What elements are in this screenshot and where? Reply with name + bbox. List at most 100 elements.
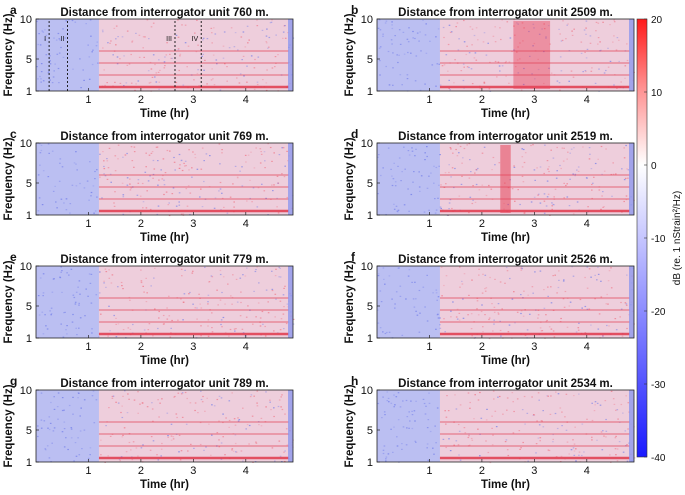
x-tick-label: 3 xyxy=(190,465,196,477)
panel-title: Distance from interrogator unit 2519 m. xyxy=(398,131,613,143)
x-tick-label: 1 xyxy=(85,94,91,106)
annotation-label: I xyxy=(44,36,46,43)
y-tick-label: 5 xyxy=(367,178,373,190)
y-tick-label: 5 xyxy=(26,54,32,66)
panel-g: 1 2 3 4 1 5 10 Time (hr) Frequency (Hz) Distance … xyxy=(3,374,294,491)
edge-strip xyxy=(629,266,634,338)
colorbar-tick-label: -10 xyxy=(651,234,666,245)
y-tick-label: 10 xyxy=(20,14,32,26)
x-tick-label: 1 xyxy=(85,341,91,353)
active-interval xyxy=(439,143,634,215)
harmonic-bands xyxy=(439,174,630,213)
x-tick-label: 2 xyxy=(479,218,485,230)
panel-title: Distance from interrogator unit 789 m. xyxy=(60,378,268,390)
panel-c: 1 2 3 4 1 5 10 Time (hr) Frequency (Hz) Distance … xyxy=(3,127,294,244)
hot-zone xyxy=(513,21,551,89)
x-tick-label: 3 xyxy=(531,465,537,477)
y-tick-label: 1 xyxy=(26,86,32,98)
plot-frame xyxy=(35,142,294,216)
x-tick-label: 4 xyxy=(584,465,590,477)
x-tick-label: 1 xyxy=(426,94,432,106)
plot-frame xyxy=(376,142,635,216)
edge-strip xyxy=(288,390,293,462)
active-interval xyxy=(439,19,634,91)
y-tick-label: 1 xyxy=(367,333,373,345)
panel-e: 1 2 3 4 1 5 10 Time (hr) Frequency (Hz) Distance … xyxy=(3,250,295,367)
panels-layer: 1 2 3 4 1 5 10 Time (hr) Frequency (Hz) Distance … xyxy=(3,3,636,491)
panel-letter: f xyxy=(351,250,356,264)
x-tick-label: 3 xyxy=(531,218,537,230)
x-tick-label: 4 xyxy=(243,218,249,230)
panel-a: 1 2 3 4 1 5 10 Time (hr) Frequency (Hz) Distance … xyxy=(3,3,295,120)
annotation-label: II xyxy=(61,36,65,43)
x-axis-label: Time (hr) xyxy=(481,479,530,491)
y-axis-label: Frequency (Hz) xyxy=(3,384,15,467)
colorbar: 20 10 0 -10 -20 -30 -40 dB (re. 1 nStrain²/Hz) xyxy=(636,15,683,464)
y-axis-label: Frequency (Hz) xyxy=(344,260,356,343)
edge-strip xyxy=(288,143,293,215)
y-tick-label: 5 xyxy=(367,54,373,66)
panel-title: Distance from interrogator unit 760 m. xyxy=(60,7,268,19)
harmonic-bands xyxy=(98,297,289,336)
quiet-interval xyxy=(377,143,440,215)
colorbar-ticks: 20 10 0 -10 -20 -30 -40 xyxy=(644,15,666,464)
y-tick-label: 1 xyxy=(26,333,32,345)
x-tick-label: 2 xyxy=(479,341,485,353)
panel-title: Distance from interrogator unit 2509 m. xyxy=(398,7,613,19)
y-tick-label: 1 xyxy=(367,210,373,222)
x-tick-label: 3 xyxy=(190,94,196,106)
panel-f: 1 2 3 4 1 5 10 Time (hr) Frequency (Hz) Distance … xyxy=(344,250,635,367)
y-tick-label: 10 xyxy=(361,138,373,150)
panel-letter: e xyxy=(10,250,17,264)
y-tick-label: 1 xyxy=(367,457,373,469)
edge-strip xyxy=(288,19,293,91)
y-tick-label: 5 xyxy=(26,178,32,190)
x-tick-label: 1 xyxy=(426,465,432,477)
colorbar-tick-label: 10 xyxy=(651,88,663,99)
panel-title: Distance from interrogator unit 779 m. xyxy=(60,254,268,266)
panel-title: Distance from interrogator unit 769 m. xyxy=(60,131,268,143)
y-axis-label: Frequency (Hz) xyxy=(3,13,15,96)
heatmap-texture xyxy=(36,19,295,92)
annotation-label: IV xyxy=(192,36,199,43)
y-axis-label: Frequency (Hz) xyxy=(344,384,356,467)
x-tick-label: 4 xyxy=(584,341,590,353)
colorbar-label: dB (re. 1 nStrain²/Hz) xyxy=(672,191,683,285)
active-interval xyxy=(98,19,293,91)
colorbar-tick-label: 20 xyxy=(651,15,663,26)
panel-title: Distance from interrogator unit 2534 m. xyxy=(398,378,613,390)
plot-frame xyxy=(35,389,294,463)
y-axis-label: Frequency (Hz) xyxy=(3,260,15,343)
x-tick-label: 2 xyxy=(479,94,485,106)
x-tick-label: 1 xyxy=(426,341,432,353)
x-axis-label: Time (hr) xyxy=(481,108,530,120)
quiet-interval xyxy=(36,390,99,462)
active-interval xyxy=(439,266,634,338)
y-tick-label: 1 xyxy=(26,457,32,469)
active-interval xyxy=(98,266,293,338)
quiet-interval xyxy=(36,266,99,338)
colorbar-tick-label: -40 xyxy=(651,453,666,464)
x-tick-label: 3 xyxy=(190,341,196,353)
quiet-interval xyxy=(377,19,440,91)
x-tick-label: 4 xyxy=(243,341,249,353)
panel-letter: a xyxy=(10,3,17,17)
y-tick-label: 5 xyxy=(367,425,373,437)
y-tick-label: 5 xyxy=(26,301,32,313)
harmonic-bands xyxy=(439,421,630,460)
y-tick-label: 10 xyxy=(20,138,32,150)
harmonic-bands xyxy=(439,297,630,336)
plot-frame xyxy=(376,389,635,463)
panel-title: Distance from interrogator unit 2526 m. xyxy=(398,254,613,266)
harmonic-bands xyxy=(98,174,289,213)
x-axis-label: Time (hr) xyxy=(481,232,530,244)
colorbar-tick-label: -30 xyxy=(651,380,666,391)
x-axis-label: Time (hr) xyxy=(481,355,530,367)
y-tick-label: 10 xyxy=(361,385,373,397)
edge-strip xyxy=(629,143,634,215)
edge-strip xyxy=(629,390,634,462)
y-tick-label: 10 xyxy=(20,261,32,273)
harmonic-bands xyxy=(439,50,630,89)
active-interval xyxy=(98,143,293,215)
